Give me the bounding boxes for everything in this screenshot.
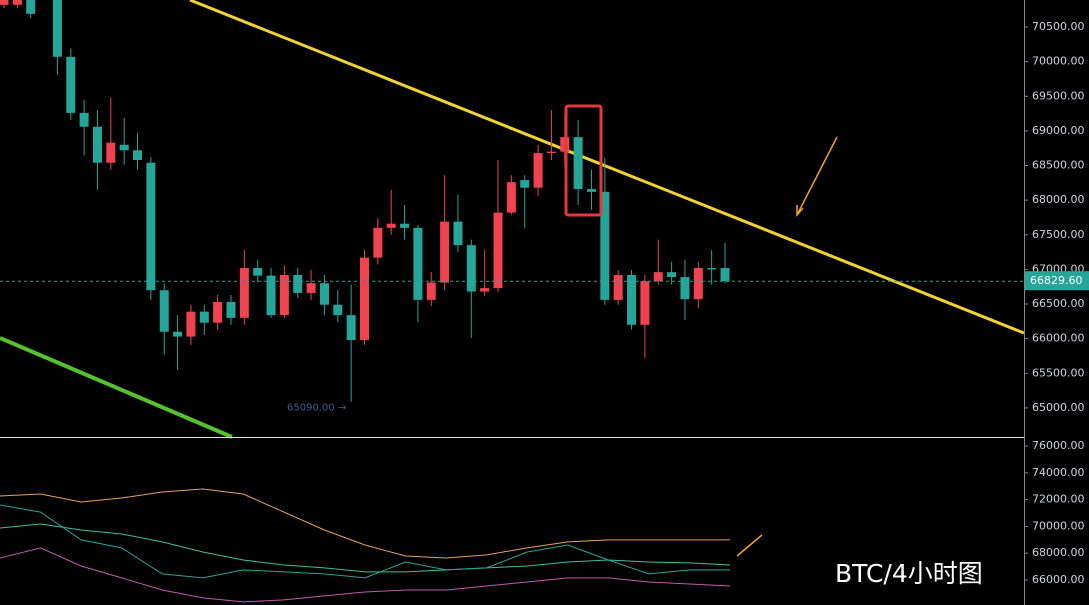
candle-body [279, 274, 289, 316]
candle-body [453, 221, 463, 246]
candle-body [239, 268, 249, 318]
band-line [0, 504, 730, 579]
last-price-label: 66829.60 [1030, 274, 1083, 287]
candle-body [333, 304, 343, 316]
main-panel: 65000.0065500.0066000.0066500.0067000.00… [0, 0, 1089, 414]
arrow [796, 136, 838, 216]
y-tick-label: 69000.00 [1032, 124, 1085, 137]
candle-body [493, 212, 503, 289]
y-tick-label: 65500.00 [1032, 366, 1085, 379]
y-tick-label: 70000.00 [1032, 519, 1085, 532]
band-line [0, 523, 731, 573]
candle-body [159, 290, 169, 332]
candle-body [26, 0, 36, 14]
lower-panel: 66000.00 68000.00 70000.00 72000.00 74000.00… [0, 439, 1085, 603]
candle-body [0, 0, 9, 5]
y-tick-label: 68000.00 [1032, 546, 1085, 559]
candle-body [573, 137, 583, 190]
candle-body [680, 277, 690, 300]
candle-body [533, 153, 543, 188]
candle-body [266, 275, 276, 316]
candle-body [92, 126, 102, 163]
last-price-tag [1025, 271, 1089, 291]
candle-body [386, 223, 396, 228]
candle-body [413, 227, 423, 300]
y-tick-label: 69500.00 [1032, 89, 1085, 102]
y-tick-label: 72000.00 [1032, 493, 1085, 506]
candle-body [466, 245, 476, 292]
y-tick-label: 66500.00 [1032, 297, 1085, 310]
candle-body [613, 274, 623, 300]
candle-body [119, 144, 129, 151]
candle-body [506, 182, 516, 213]
candle-body [373, 227, 383, 258]
candle-body [426, 282, 436, 300]
y-tick-label: 66000.00 [1032, 332, 1085, 345]
y-tick-label: 70000.00 [1032, 55, 1085, 68]
candle-body [400, 223, 410, 228]
arrow [736, 534, 763, 557]
candle-body [346, 315, 356, 341]
candle-body [720, 268, 730, 282]
candle-body [627, 274, 637, 325]
candle-body [213, 301, 223, 323]
candle-body [586, 189, 596, 192]
candle-body [293, 274, 303, 293]
candle-body [226, 301, 236, 318]
candle-body [667, 272, 677, 278]
candle-body [146, 162, 156, 291]
candle-body [360, 257, 369, 341]
y-tick-label: 74000.00 [1032, 466, 1085, 479]
candle-body [253, 268, 263, 276]
y-tick-label: 68000.00 [1032, 193, 1085, 206]
low-marker: 65090.00 → [287, 403, 346, 414]
support-line [0, 336, 233, 439]
candle-body [173, 331, 183, 337]
candle-body [319, 283, 329, 305]
candle-body [640, 281, 650, 325]
y-tick-label: 76000.00 [1032, 439, 1085, 452]
candle-body [693, 268, 703, 300]
candle-body [133, 150, 143, 160]
candle-body [52, 0, 62, 57]
candle-body [546, 151, 556, 154]
candle-body [480, 288, 490, 292]
candle-body [79, 112, 89, 127]
caption: BTC/4小时图 [835, 559, 983, 588]
arrow-head [796, 205, 804, 218]
candle-body [306, 283, 316, 293]
candle-body [199, 311, 209, 323]
y-tick-label: 66000.00 [1032, 573, 1085, 586]
candle-body [186, 311, 196, 337]
candle-body [12, 0, 22, 5]
candle-body [106, 142, 116, 163]
band-line [0, 547, 731, 603]
y-tick-label: 68500.00 [1032, 159, 1085, 172]
y-tick-label: 70500.00 [1032, 20, 1085, 33]
band-line [0, 488, 730, 559]
candle-body [440, 221, 450, 283]
y-tick-label: 65000.00 [1032, 401, 1085, 414]
trend-line [189, 0, 1025, 335]
candle-body [520, 180, 530, 188]
highlight-box [564, 104, 603, 217]
candle-body [707, 268, 717, 270]
candle-body [66, 56, 76, 113]
candle-body [653, 272, 663, 282]
y-tick-label: 67500.00 [1032, 228, 1085, 241]
candle-body [600, 191, 610, 300]
